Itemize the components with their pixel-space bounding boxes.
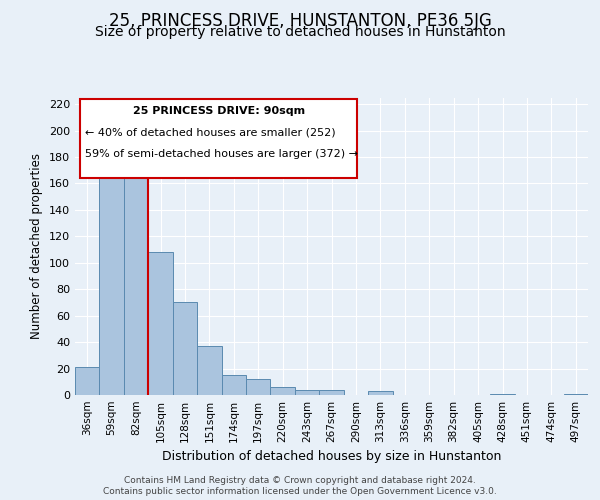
Bar <box>124 160 148 395</box>
Bar <box>490 394 515 395</box>
Bar <box>246 379 271 395</box>
Text: Contains HM Land Registry data © Crown copyright and database right 2024.: Contains HM Land Registry data © Crown c… <box>124 476 476 485</box>
Text: 25 PRINCESS DRIVE: 90sqm: 25 PRINCESS DRIVE: 90sqm <box>133 106 305 117</box>
Text: Size of property relative to detached houses in Hunstanton: Size of property relative to detached ho… <box>95 25 505 39</box>
Bar <box>100 170 124 395</box>
Bar <box>319 390 344 395</box>
Bar <box>173 302 197 395</box>
Text: 25, PRINCESS DRIVE, HUNSTANTON, PE36 5JG: 25, PRINCESS DRIVE, HUNSTANTON, PE36 5JG <box>109 12 491 30</box>
Bar <box>368 391 392 395</box>
Y-axis label: Number of detached properties: Number of detached properties <box>31 153 43 340</box>
Bar <box>197 346 221 395</box>
Text: 59% of semi-detached houses are larger (372) →: 59% of semi-detached houses are larger (… <box>85 149 358 159</box>
FancyBboxPatch shape <box>80 99 357 178</box>
Bar <box>295 390 319 395</box>
X-axis label: Distribution of detached houses by size in Hunstanton: Distribution of detached houses by size … <box>162 450 501 464</box>
Bar <box>271 387 295 395</box>
Bar <box>75 367 100 395</box>
Bar <box>148 252 173 395</box>
Bar <box>221 375 246 395</box>
Bar <box>563 394 588 395</box>
Text: Contains public sector information licensed under the Open Government Licence v3: Contains public sector information licen… <box>103 487 497 496</box>
Text: ← 40% of detached houses are smaller (252): ← 40% of detached houses are smaller (25… <box>85 128 336 138</box>
